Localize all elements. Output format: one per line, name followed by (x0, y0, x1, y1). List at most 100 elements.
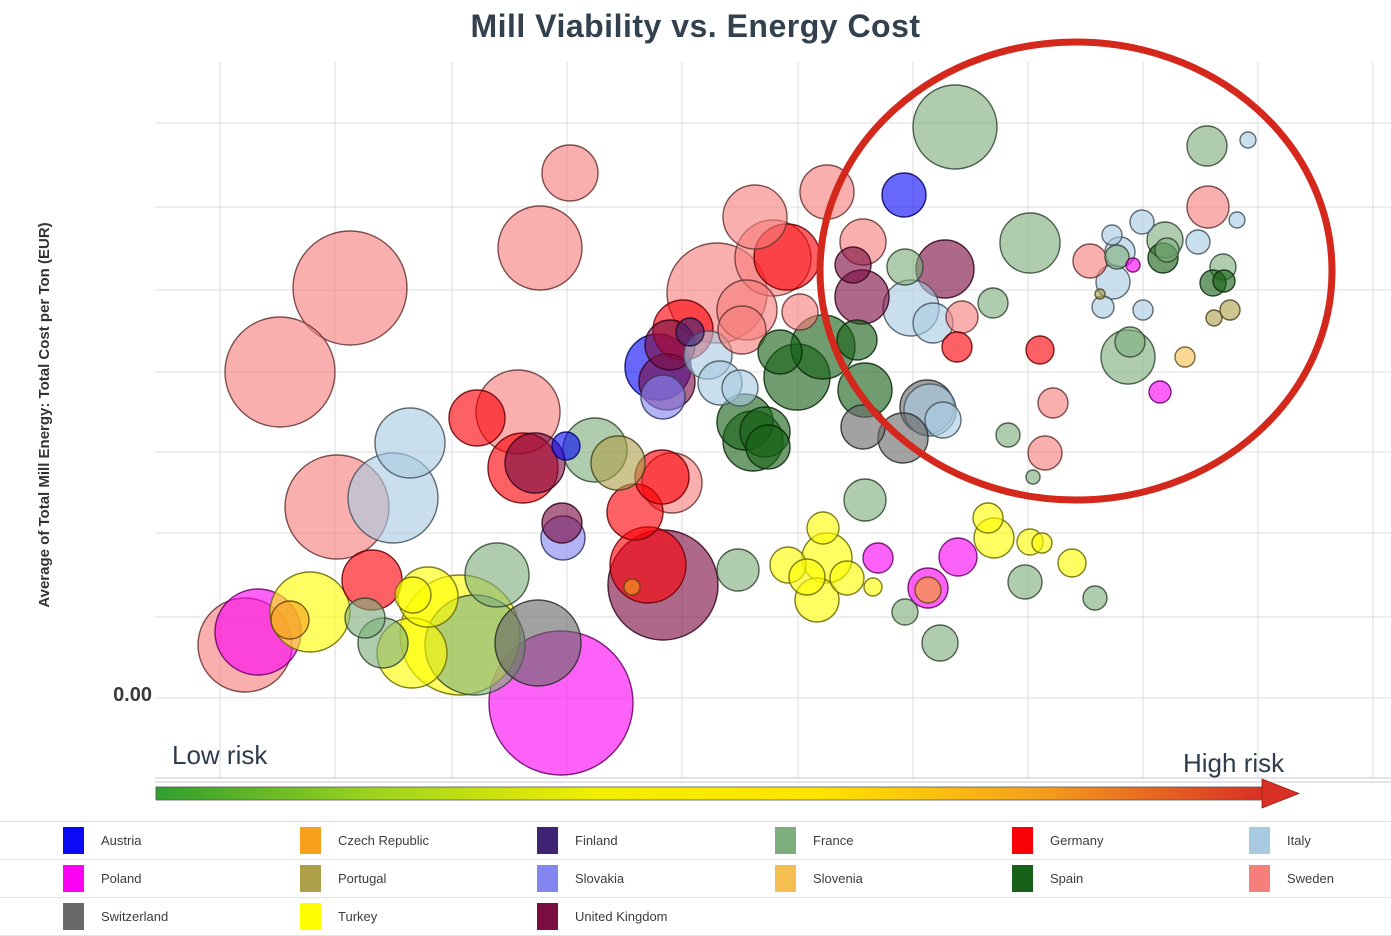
legend-item-united-kingdom[interactable]: United Kingdom (537, 902, 668, 931)
legend-item-poland[interactable]: Poland (63, 864, 141, 893)
legend-item-spain[interactable]: Spain (1012, 864, 1083, 893)
bubble-sweden[interactable] (945, 300, 979, 334)
legend-item-sweden[interactable]: Sweden (1249, 864, 1334, 893)
bubble-italy[interactable] (374, 407, 446, 479)
bubble-france[interactable] (1007, 564, 1043, 600)
bubble-france[interactable] (843, 478, 887, 522)
bubble-france[interactable] (921, 624, 959, 662)
bubble-sweden[interactable] (224, 316, 336, 428)
bubble-sweden[interactable] (722, 184, 788, 250)
bubble-turkey[interactable] (1057, 548, 1087, 578)
bubble-austria[interactable] (551, 431, 581, 461)
bubble-portugal[interactable] (1219, 299, 1241, 321)
legend-item-portugal[interactable]: Portugal (300, 864, 386, 893)
bubble-france[interactable] (1154, 237, 1180, 263)
bubble-spain[interactable] (836, 319, 878, 361)
bubble-sweden[interactable] (781, 293, 819, 331)
legend-item-italy[interactable]: Italy (1249, 826, 1311, 855)
legend-item-slovakia[interactable]: Slovakia (537, 864, 624, 893)
legend-row: Austria Czech Republic Finland France German… (0, 822, 1391, 860)
bubble-france[interactable] (464, 542, 530, 608)
bubble-turkey[interactable] (863, 577, 883, 597)
arrowhead-icon (1261, 778, 1301, 809)
bubble-france[interactable] (891, 598, 919, 626)
bubble-france[interactable] (344, 597, 386, 639)
bubble-poland[interactable] (1125, 257, 1141, 273)
bubble-germany[interactable] (448, 389, 506, 447)
bubble-poland[interactable] (1148, 380, 1172, 404)
bubble-poland[interactable] (938, 537, 978, 577)
bubble-poland[interactable] (862, 542, 894, 574)
bubble-spain[interactable] (757, 329, 803, 375)
bubble-france[interactable] (999, 212, 1061, 274)
bubble-austria[interactable] (881, 172, 927, 218)
bubble-sweden[interactable] (717, 305, 767, 355)
bubble-italy[interactable] (924, 401, 962, 439)
bubble-france[interactable] (886, 248, 924, 286)
bubble-united-kingdom[interactable] (504, 432, 566, 494)
legend-label: Sweden (1287, 871, 1334, 886)
bubble-italy[interactable] (1132, 299, 1154, 321)
bubble-portugal[interactable] (590, 435, 646, 491)
bubble-france[interactable] (912, 84, 998, 170)
bubble-france[interactable] (716, 548, 760, 592)
bubble-turkey[interactable] (972, 502, 1004, 534)
legend-item-germany[interactable]: Germany (1012, 826, 1103, 855)
bubble-portugal[interactable] (1094, 288, 1106, 300)
bubble-france[interactable] (977, 287, 1009, 319)
bubble-germany[interactable] (609, 526, 687, 604)
legend-swatch-sweden (1249, 865, 1270, 892)
legend-item-turkey[interactable]: Turkey (300, 902, 377, 931)
bubble-italy[interactable] (1101, 224, 1123, 246)
bubble-france[interactable] (995, 422, 1021, 448)
bubble-italy[interactable] (721, 369, 759, 407)
bubble-turkey[interactable] (829, 560, 865, 596)
legend-item-finland[interactable]: Finland (537, 826, 618, 855)
bubble-italy[interactable] (1239, 131, 1257, 149)
bubble-italy[interactable] (1129, 209, 1155, 235)
legend-label: Turkey (338, 909, 378, 924)
bubble-turkey[interactable] (788, 558, 826, 596)
bubble-switzerland[interactable] (494, 599, 582, 687)
bubble-sweden[interactable] (1037, 387, 1069, 419)
bubble-finland[interactable] (675, 317, 705, 347)
bubble-turkey[interactable] (394, 576, 432, 614)
bubble-france[interactable] (1082, 585, 1108, 611)
bubble-france[interactable] (1025, 469, 1041, 485)
bubble-germany[interactable] (941, 331, 973, 363)
legend-label: France (813, 833, 854, 848)
bubble-turkey[interactable] (806, 511, 840, 545)
bubble-france[interactable] (1186, 125, 1228, 167)
legend-row: Switzerland Turkey United Kingdom (0, 898, 1391, 936)
bubble-czech-republic[interactable] (623, 578, 641, 596)
bubble-sweden[interactable] (541, 144, 599, 202)
bubble-sweden[interactable] (1072, 243, 1108, 279)
bubble-sweden[interactable] (497, 205, 583, 291)
bubble-italy[interactable] (1228, 211, 1246, 229)
bubble-turkey[interactable] (1031, 532, 1053, 554)
bubble-sweden[interactable] (292, 230, 408, 346)
bubble-united-kingdom[interactable] (834, 246, 872, 284)
bubble-slovakia[interactable] (640, 374, 686, 420)
bubble-germany[interactable] (1025, 335, 1055, 365)
legend-item-czech-republic[interactable]: Czech Republic (300, 826, 429, 855)
bubble-sweden[interactable] (1186, 185, 1230, 229)
legend-item-switzerland[interactable]: Switzerland (63, 902, 168, 931)
legend-item-slovenia[interactable]: Slovenia (775, 864, 863, 893)
legend-label: Austria (101, 833, 142, 848)
bubble-france[interactable] (1104, 244, 1130, 270)
bubble-italy[interactable] (1185, 229, 1211, 255)
legend-item-france[interactable]: France (775, 826, 853, 855)
bubble-sweden[interactable] (1027, 435, 1063, 471)
legend-label: United Kingdom (575, 909, 668, 924)
bubble-spain[interactable] (745, 424, 791, 470)
bubble-united-kingdom[interactable] (541, 502, 583, 544)
bubble-france[interactable] (1114, 326, 1146, 358)
bubble-slovenia[interactable] (1174, 346, 1196, 368)
legend-item-austria[interactable]: Austria (63, 826, 141, 855)
bubble-italy[interactable] (1091, 295, 1115, 319)
bubble-czech-republic[interactable] (270, 600, 310, 640)
bubble-spain[interactable] (1212, 269, 1236, 293)
bubble-czech-republic[interactable] (914, 576, 942, 604)
bubble-portugal[interactable] (1205, 309, 1223, 327)
